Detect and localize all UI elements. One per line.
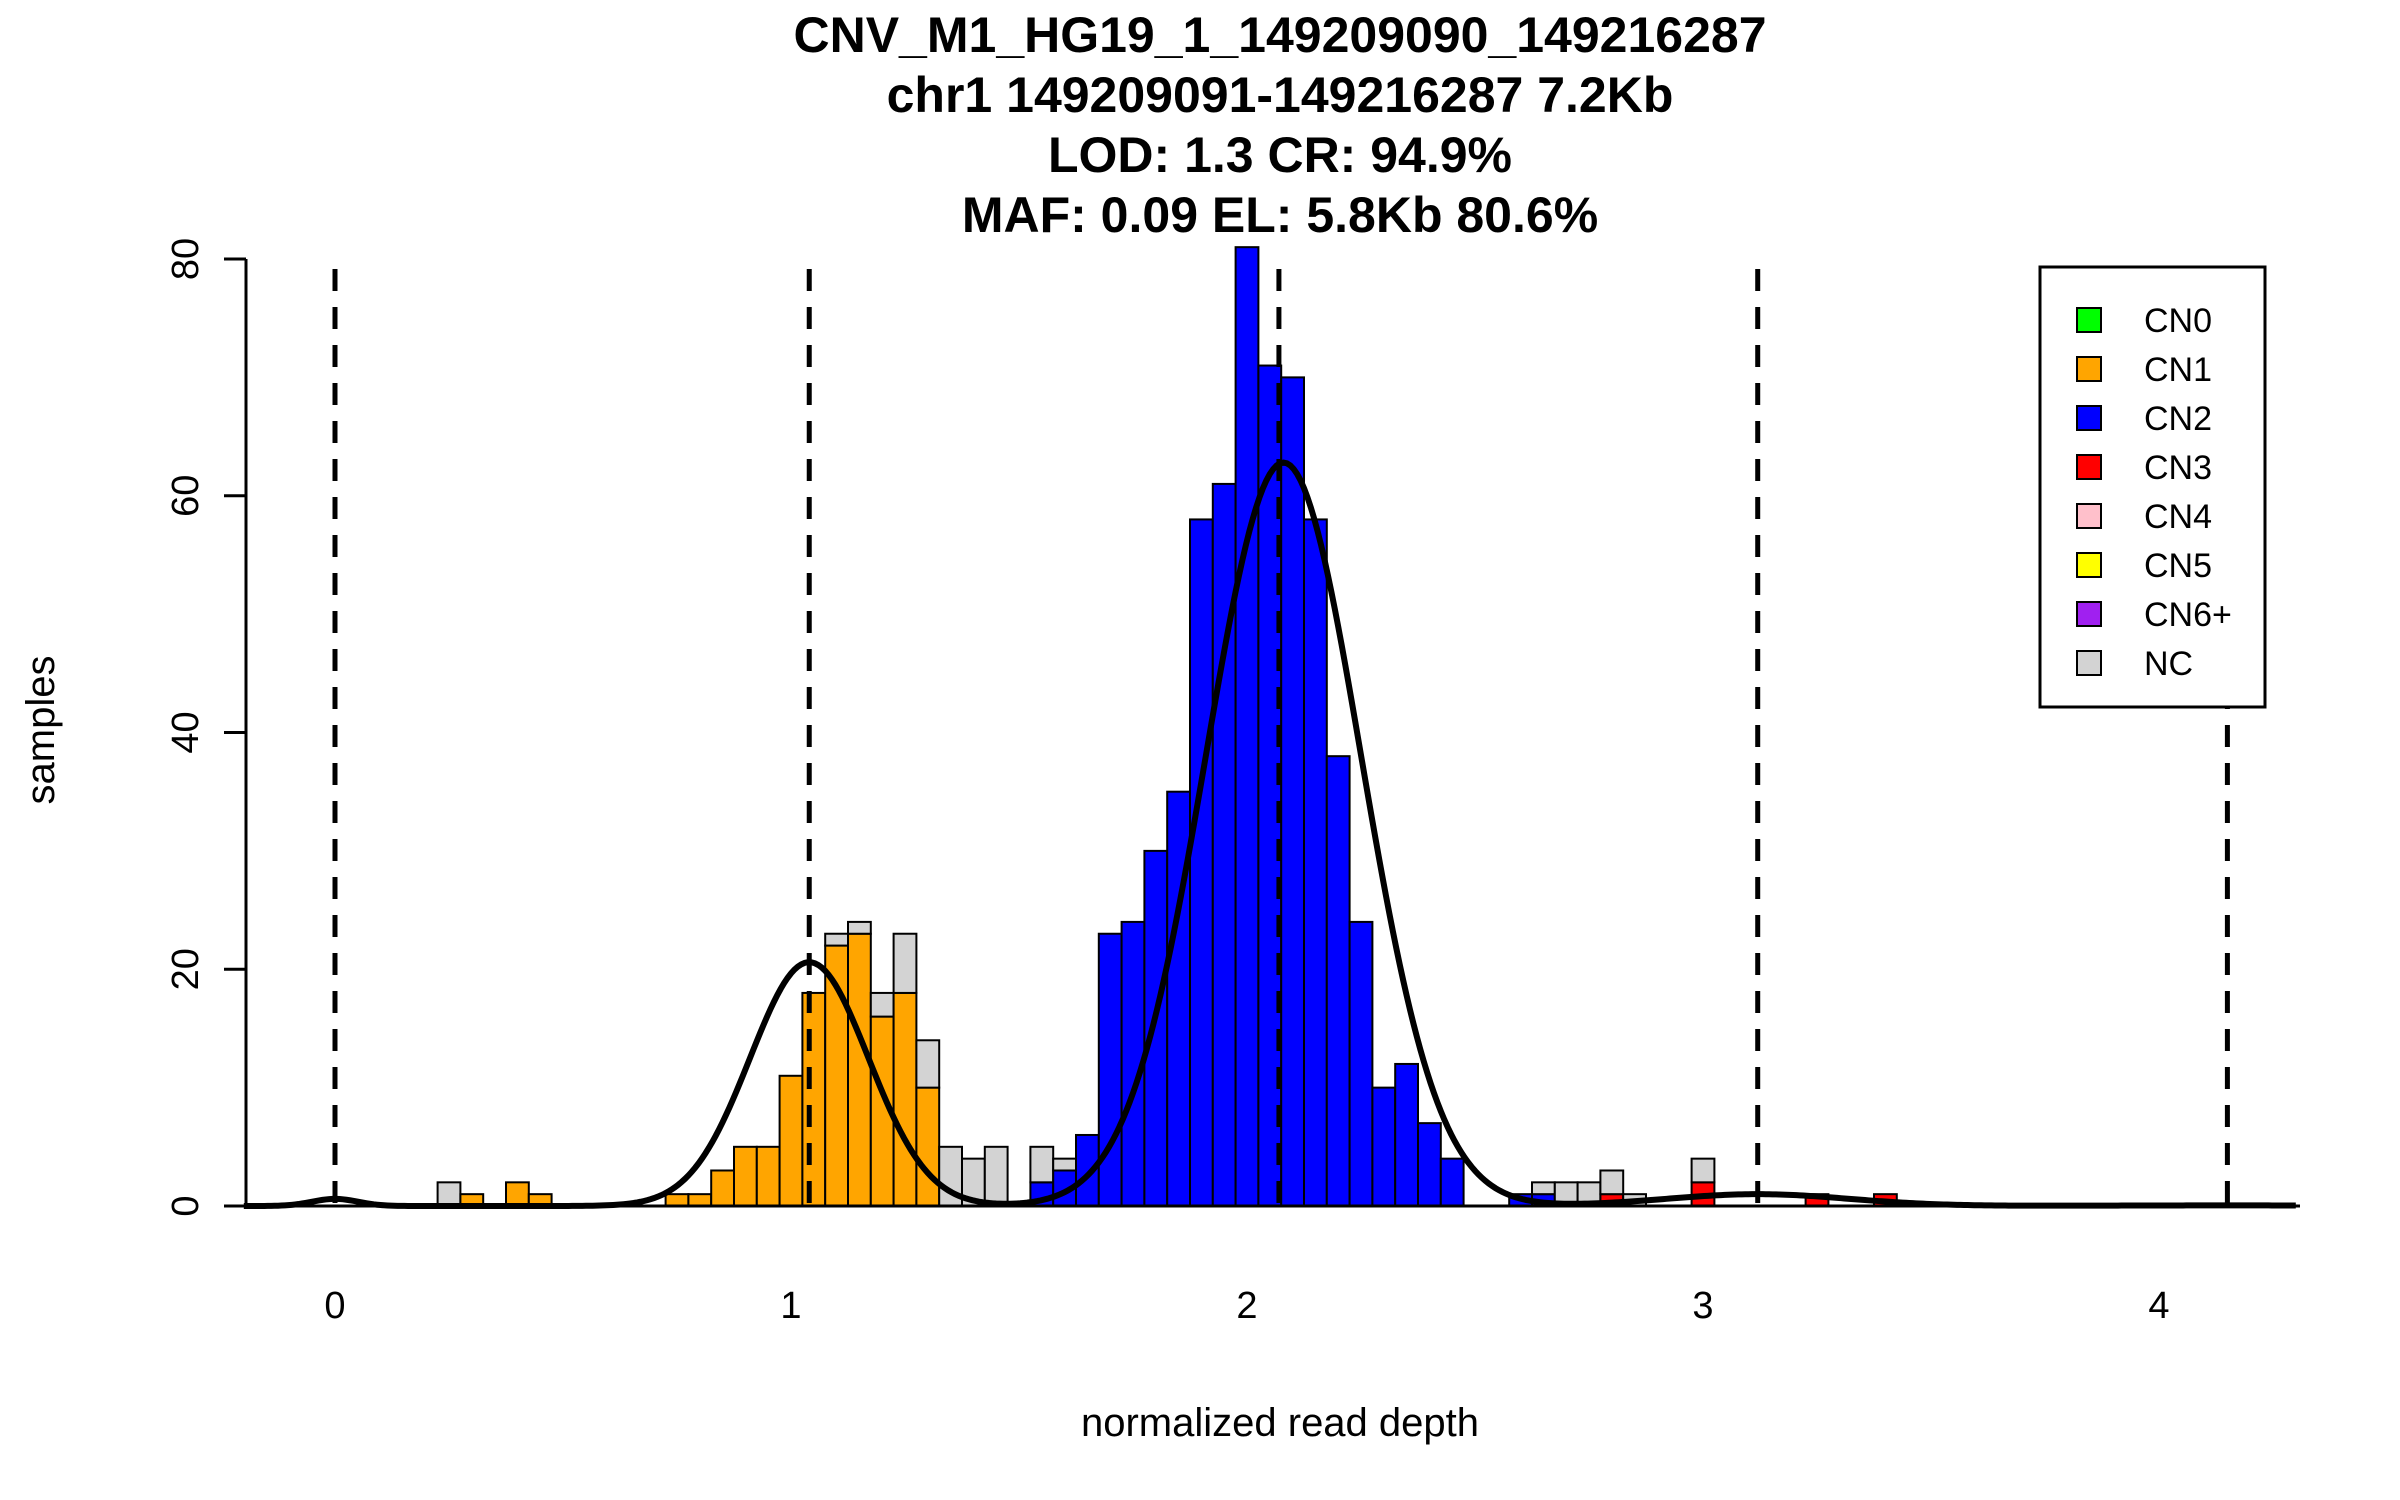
histogram-bar-cn2: [1394, 1062, 1419, 1207]
legend-swatch-cn2: [2076, 405, 2102, 431]
histogram-bar-cn1: [892, 991, 918, 1207]
legend-label-cn6plus: CN6+: [2144, 596, 2232, 634]
legend-label-cn4: CN4: [2144, 498, 2212, 536]
histogram-bar-nc: [824, 932, 850, 947]
histogram-bar-cn2: [1325, 755, 1351, 1207]
histogram-bar-nc: [847, 920, 872, 935]
legend: CN0 CN1 CN2 CN3 CN4 CN5 CN6+ NC: [2038, 265, 2267, 709]
histogram-bar-cn2: [1211, 482, 1237, 1208]
x-tick-label: 4: [2148, 1285, 2169, 1327]
histogram-bar-cn2: [1143, 849, 1169, 1207]
legend-box: [2038, 265, 2267, 709]
y-axis-label: samples: [19, 656, 63, 805]
histogram-bar-cn1: [664, 1193, 690, 1207]
histogram-bar-nc: [1029, 1145, 1055, 1184]
legend-label-cn2: CN2: [2144, 400, 2212, 438]
histogram-bar-cn1: [687, 1193, 713, 1207]
legend-label-nc: NC: [2144, 645, 2193, 683]
y-tick-label: 0: [165, 1195, 207, 1216]
legend-swatch-cn3: [2076, 454, 2102, 480]
legend-swatch-cn5: [2076, 552, 2102, 578]
chart-title-line-4: MAF: 0.09 EL: 5.8Kb 80.6%: [962, 187, 1598, 243]
histogram-bar-cn2: [1280, 376, 1305, 1207]
chart-title-line-2: chr1 149209091-149216287 7.2Kb: [887, 67, 1674, 123]
histogram-bar-cn1: [778, 1074, 804, 1207]
x-axis-label: normalized read depth: [1081, 1401, 1479, 1445]
histogram-bars: [436, 246, 1898, 1208]
legend-swatch-cn1: [2076, 356, 2102, 382]
histogram-bar-cn1: [847, 932, 872, 1207]
x-tick-label: 3: [1692, 1285, 1713, 1327]
histogram-bar-nc: [1690, 1157, 1716, 1184]
histogram-bar-cn1: [710, 1169, 736, 1208]
histogram-bar-nc: [436, 1181, 462, 1207]
legend-swatch-cn4: [2076, 503, 2102, 529]
histogram-bar-cn2: [1417, 1122, 1442, 1207]
histogram-bar-cn1: [915, 1086, 941, 1207]
histogram-bar-cn1: [755, 1145, 781, 1207]
histogram-bar-cn2: [1371, 1086, 1397, 1207]
histogram-bar-nc: [1052, 1157, 1077, 1172]
legend-label-cn1: CN1: [2144, 351, 2212, 389]
histogram-bar-cn1: [801, 991, 827, 1207]
histogram-bar-cn2: [1348, 920, 1374, 1208]
legend-label-cn3: CN3: [2144, 449, 2212, 487]
legend-swatch-nc: [2076, 650, 2102, 676]
legend-swatch-cn6plus: [2076, 601, 2102, 627]
histogram-bar-nc: [915, 1039, 941, 1089]
histogram-bar-nc: [1531, 1181, 1556, 1196]
x-tick-label: 2: [1236, 1285, 1257, 1327]
y-tick-label: 20: [165, 948, 207, 990]
histogram-bar-nc: [892, 932, 918, 994]
x-tick-label: 1: [780, 1285, 801, 1327]
x-tick-label: 0: [324, 1285, 345, 1327]
histogram-bar-cn2: [1189, 518, 1214, 1207]
histogram-bar-cn1: [505, 1181, 530, 1207]
legend-label-cn0: CN0: [2144, 302, 2212, 340]
histogram-bar-cn1: [733, 1145, 758, 1207]
y-tick-label: 60: [165, 475, 207, 517]
histogram-bar-cn2: [1303, 518, 1328, 1207]
legend-label-cn5: CN5: [2144, 547, 2212, 585]
y-tick-label: 40: [165, 711, 207, 753]
histogram-bar-nc: [983, 1145, 1009, 1207]
legend-swatch-cn0: [2076, 307, 2102, 333]
y-tick-label: 80: [165, 238, 207, 280]
histogram-bar-cn2: [1234, 246, 1260, 1208]
histogram-bar-nc: [869, 991, 895, 1018]
chart-title-line-1: CNV_M1_HG19_1_149209090_149216287: [793, 7, 1766, 63]
histogram-bar-nc: [1599, 1169, 1625, 1196]
histogram-bar-cn2: [1439, 1157, 1465, 1208]
chart-title-line-3: LOD: 1.3 CR: 94.9%: [1048, 127, 1512, 183]
histogram-bar-cn2: [1097, 932, 1123, 1207]
axes: 0 20 40 60 80 0 1 2 3 4: [165, 238, 2300, 1327]
